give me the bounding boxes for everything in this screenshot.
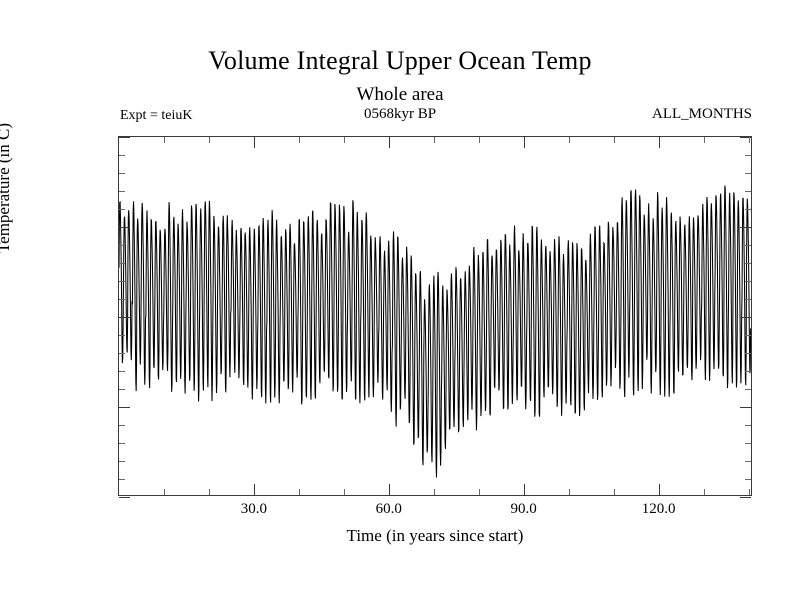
x-axis-tick-label: 120.0: [641, 501, 676, 517]
y-axis-minor-tick: [119, 335, 125, 336]
y-axis-minor-tick: [745, 353, 751, 354]
x-axis-minor-tick: [343, 489, 345, 495]
y-axis-minor-tick: [745, 461, 751, 462]
y-axis-tick: [740, 137, 751, 138]
x-axis-minor-tick: [748, 137, 750, 143]
x-axis-minor-tick: [298, 489, 300, 495]
x-axis-tick-label: 90.0: [510, 501, 537, 517]
months-label: ALL_MONTHS: [652, 106, 752, 122]
y-axis-tick: [740, 497, 751, 498]
y-axis-tick: [119, 497, 130, 498]
y-axis-minor-tick: [119, 299, 125, 300]
y-axis-minor-tick: [745, 209, 751, 210]
y-axis-minor-tick: [119, 155, 125, 156]
x-axis-minor-tick: [163, 489, 165, 495]
x-axis-minor-tick: [568, 137, 570, 143]
y-axis-tick: [740, 227, 751, 228]
y-axis-tick: [119, 137, 130, 138]
y-axis-minor-tick: [745, 263, 751, 264]
y-axis-tick: [119, 227, 130, 228]
x-axis-minor-tick: [613, 137, 615, 143]
x-axis-title: Time (in years since start): [346, 526, 524, 545]
y-axis-minor-tick: [745, 155, 751, 156]
y-axis-minor-tick: [745, 245, 751, 246]
x-axis-tick-label: 30.0: [240, 501, 268, 517]
y-axis-minor-tick: [745, 281, 751, 282]
x-axis-minor-tick: [433, 137, 435, 143]
y-axis-minor-tick: [745, 299, 751, 300]
x-axis-minor-tick: [478, 489, 480, 495]
y-axis-minor-tick: [119, 245, 125, 246]
y-axis-minor-tick: [745, 443, 751, 444]
y-axis-title: Temperature (in C): [0, 122, 13, 254]
y-axis-minor-tick: [745, 191, 751, 192]
experiment-label: Expt = teiuK: [120, 108, 193, 123]
x-axis-minor-tick: [433, 489, 435, 495]
temperature-series: [119, 185, 751, 478]
x-axis-minor-tick: [298, 137, 300, 143]
y-axis-tick: [119, 407, 130, 408]
x-axis-tick: [253, 137, 255, 148]
x-axis-tick-label: 60.0: [375, 501, 402, 517]
x-axis-minor-tick: [748, 489, 750, 495]
x-axis-tick: [523, 484, 525, 495]
y-axis-minor-tick: [119, 389, 125, 390]
x-axis-minor-tick: [568, 489, 570, 495]
x-axis-minor-tick: [343, 137, 345, 143]
x-axis-tick: [253, 484, 255, 495]
y-axis-minor-tick: [119, 461, 125, 462]
y-axis-minor-tick: [119, 479, 125, 480]
x-axis-minor-tick: [208, 489, 210, 495]
y-axis-minor-tick: [119, 353, 125, 354]
y-axis-tick: [740, 317, 751, 318]
x-axis-minor-tick: [613, 489, 615, 495]
y-axis-minor-tick: [119, 191, 125, 192]
x-axis-minor-tick: [478, 137, 480, 143]
y-axis-minor-tick: [119, 209, 125, 210]
x-axis-minor-tick: [208, 137, 210, 143]
y-axis-minor-tick: [119, 173, 125, 174]
y-axis-minor-tick: [745, 479, 751, 480]
y-axis-minor-tick: [119, 443, 125, 444]
x-axis-tick: [658, 137, 660, 148]
y-axis-minor-tick: [119, 425, 125, 426]
x-axis-tick: [523, 137, 525, 148]
x-axis-minor-tick: [703, 489, 705, 495]
y-axis-minor-tick: [745, 335, 751, 336]
x-axis-tick: [388, 137, 390, 148]
y-axis-minor-tick: [745, 425, 751, 426]
y-axis-minor-tick: [745, 389, 751, 390]
epoch-label: 0568kyr BP: [363, 106, 437, 122]
y-axis-minor-tick: [745, 173, 751, 174]
plot-area: 13.3013.4013.5013.6013.7030.060.090.0120…: [118, 136, 752, 517]
series-line: [119, 185, 751, 478]
x-axis-tick: [658, 484, 660, 495]
page-title: Volume Integral Upper Ocean Temp: [208, 46, 592, 75]
chart-subtitle: Whole area: [356, 84, 444, 105]
y-axis-tick: [740, 407, 751, 408]
y-axis-minor-tick: [745, 371, 751, 372]
y-axis-minor-tick: [119, 263, 125, 264]
x-axis-tick: [388, 484, 390, 495]
x-axis-minor-tick: [163, 137, 165, 143]
y-axis-tick: [119, 317, 130, 318]
y-axis-minor-tick: [119, 281, 125, 282]
y-axis-minor-tick: [119, 371, 125, 372]
x-axis-minor-tick: [703, 137, 705, 143]
